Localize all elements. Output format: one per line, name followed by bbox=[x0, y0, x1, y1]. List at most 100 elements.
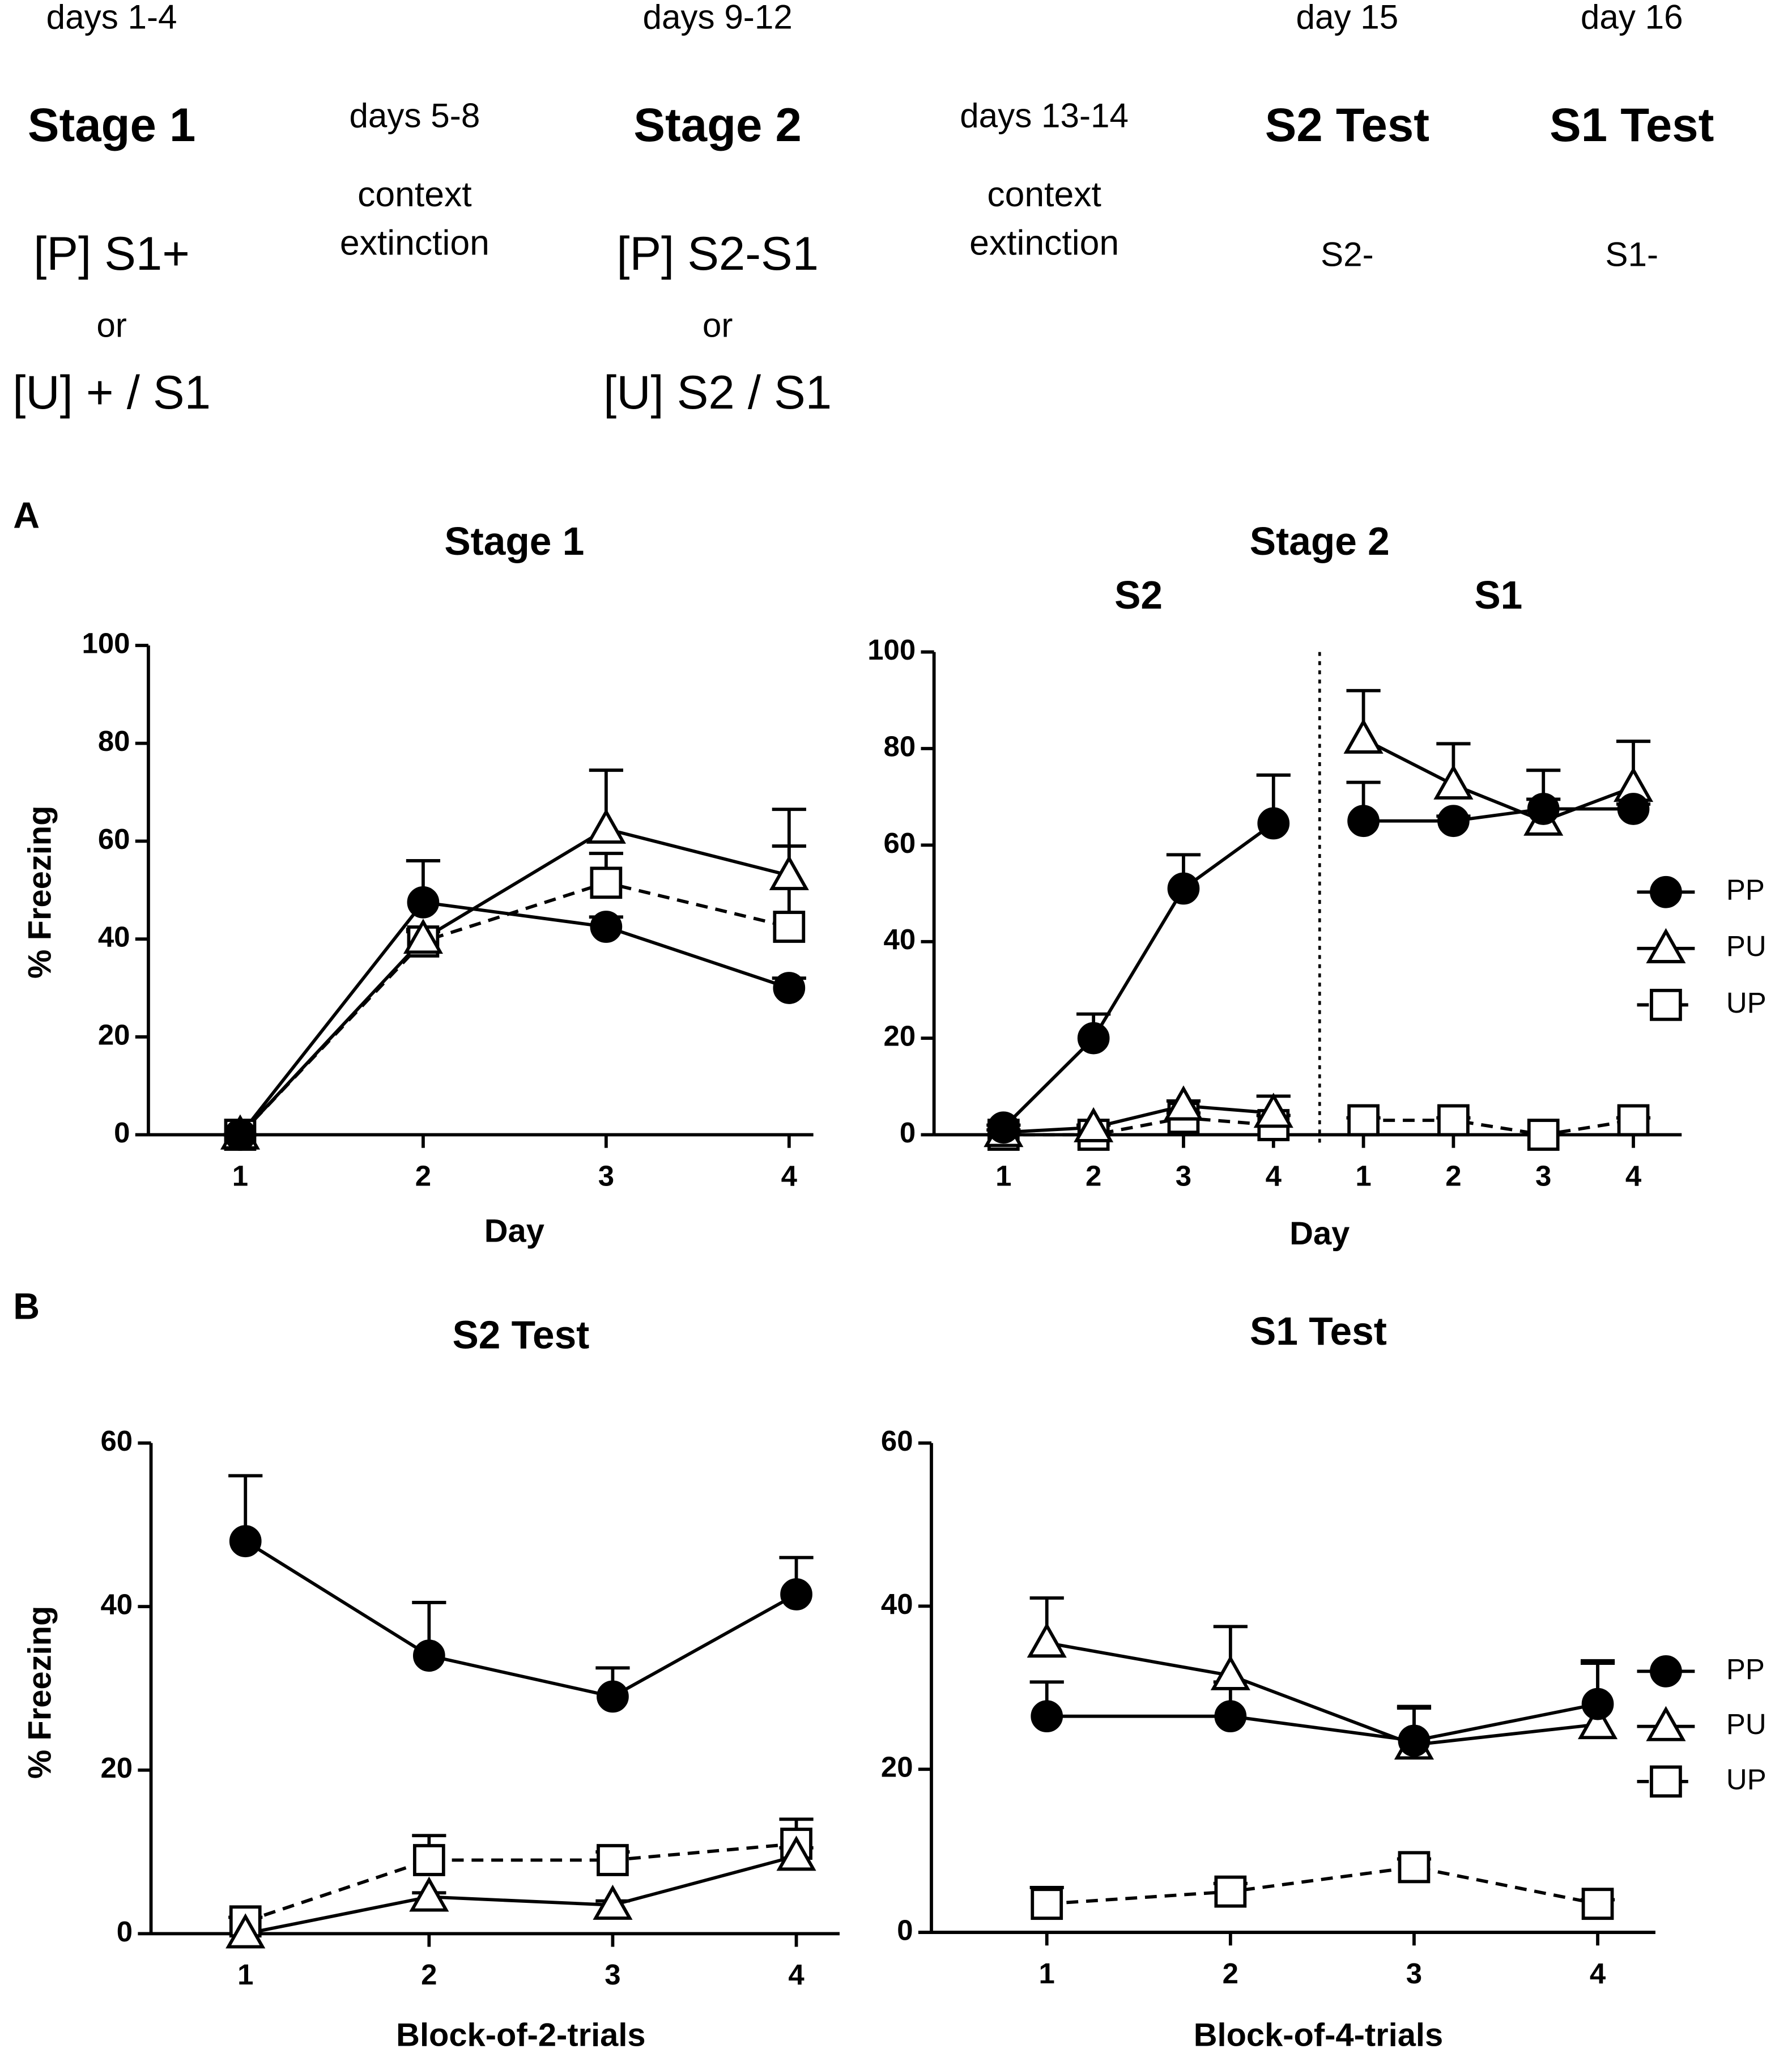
data-point bbox=[1581, 1688, 1614, 1720]
design-days: day 15 bbox=[1296, 0, 1399, 36]
data-point bbox=[1163, 1085, 1204, 1121]
design-line: [P] S2-S1 bbox=[616, 227, 819, 280]
y-tick-label: 20 bbox=[881, 1751, 913, 1783]
x-tick-label: 4 bbox=[1625, 1159, 1642, 1192]
design-line: or bbox=[96, 307, 127, 345]
data-point bbox=[403, 919, 443, 954]
x-tick-label: 3 bbox=[1406, 1957, 1422, 1990]
data-point bbox=[1398, 1724, 1431, 1757]
x-tick-label: 4 bbox=[1266, 1159, 1282, 1192]
y-tick-label: 60 bbox=[884, 827, 916, 859]
series-line bbox=[1363, 1119, 1634, 1137]
legend-marker bbox=[1650, 876, 1682, 908]
data-point bbox=[409, 1876, 449, 1912]
data-point bbox=[1617, 793, 1650, 825]
design-stage: S1 Test bbox=[1550, 99, 1714, 151]
x-tick-label: 1 bbox=[1039, 1957, 1055, 1990]
design-days: days 1-4 bbox=[46, 0, 177, 36]
design-line: [P] S1+ bbox=[33, 227, 190, 280]
legend-marker bbox=[1650, 1765, 1682, 1798]
data-point bbox=[407, 886, 440, 919]
data-point bbox=[229, 1525, 262, 1558]
chart-title: Stage 1 bbox=[444, 519, 584, 563]
chart-title: S1 Test bbox=[1250, 1309, 1387, 1353]
design-line: S1- bbox=[1605, 236, 1658, 274]
x-tick-label: 1 bbox=[237, 1958, 253, 1991]
series-line bbox=[239, 900, 790, 1136]
design-line: extinction bbox=[969, 223, 1119, 262]
series-line bbox=[1046, 1641, 1598, 1747]
design-days: days 13-14 bbox=[960, 96, 1129, 134]
data-point bbox=[1253, 1093, 1293, 1128]
series-line bbox=[245, 1842, 797, 1923]
data-point bbox=[593, 1884, 633, 1920]
x-tick-label: 2 bbox=[415, 1159, 431, 1192]
x-axis-label: Day bbox=[484, 1213, 544, 1249]
data-point bbox=[225, 1913, 266, 1949]
x-tick-label: 3 bbox=[1176, 1159, 1191, 1192]
data-point bbox=[1577, 1704, 1618, 1740]
data-point bbox=[1437, 805, 1470, 838]
x-axis-label: Block-of-2-trials bbox=[396, 2017, 645, 2054]
legend-label: UP bbox=[1726, 1763, 1767, 1795]
y-tick-label: 100 bbox=[82, 627, 130, 659]
design-line: [U] S2 / S1 bbox=[603, 366, 832, 419]
x-tick-label: 4 bbox=[1590, 1957, 1606, 1990]
design-days: days 5-8 bbox=[349, 96, 480, 134]
data-point bbox=[1581, 1888, 1614, 1920]
series-line bbox=[1002, 822, 1275, 1129]
data-point bbox=[1074, 1107, 1114, 1142]
design-line: extinction bbox=[340, 223, 489, 262]
data-point bbox=[1617, 1104, 1650, 1137]
data-point bbox=[597, 1680, 629, 1713]
design-line: context bbox=[357, 175, 472, 214]
x-tick-label: 3 bbox=[598, 1159, 614, 1192]
data-point bbox=[590, 911, 623, 943]
data-point bbox=[1031, 1700, 1063, 1733]
design-line: S2- bbox=[1321, 236, 1374, 274]
data-point bbox=[1347, 805, 1380, 838]
design-line: context bbox=[987, 175, 1101, 214]
data-point bbox=[1167, 872, 1200, 905]
x-tick-label: 2 bbox=[1223, 1957, 1238, 1990]
y-tick-label: 0 bbox=[114, 1116, 130, 1149]
y-tick-label: 40 bbox=[98, 921, 130, 953]
data-point bbox=[1527, 1119, 1560, 1151]
data-point bbox=[1214, 1700, 1247, 1733]
series-line bbox=[239, 827, 790, 1136]
data-point bbox=[1343, 718, 1384, 754]
legend-marker bbox=[1646, 928, 1686, 963]
y-tick-label: 0 bbox=[900, 1116, 916, 1149]
y-axis-label: % Freezing bbox=[22, 1606, 58, 1779]
data-point bbox=[590, 866, 623, 899]
legend-label: PP bbox=[1726, 1653, 1765, 1685]
y-tick-label: 100 bbox=[867, 634, 916, 666]
design-stage: Stage 2 bbox=[633, 99, 801, 151]
data-point bbox=[1027, 1622, 1067, 1658]
design-line: [U] + / S1 bbox=[12, 366, 211, 419]
design-line: or bbox=[703, 307, 733, 345]
data-point bbox=[1433, 764, 1474, 800]
y-tick-label: 0 bbox=[117, 1915, 133, 1948]
data-point bbox=[987, 1111, 1020, 1144]
y-tick-label: 40 bbox=[100, 1588, 133, 1621]
data-point bbox=[1214, 1875, 1247, 1908]
legend-label: PU bbox=[1726, 930, 1767, 962]
series-line bbox=[1003, 1104, 1274, 1134]
chart-title: S2 Test bbox=[452, 1313, 589, 1357]
y-axis-label: % Freezing bbox=[22, 806, 58, 979]
data-point bbox=[597, 1844, 629, 1876]
data-point bbox=[769, 855, 809, 890]
y-tick-label: 40 bbox=[884, 923, 916, 955]
series-line bbox=[245, 1854, 797, 1936]
y-tick-label: 60 bbox=[98, 823, 130, 855]
legend-marker bbox=[1646, 1706, 1686, 1741]
data-point bbox=[1437, 1104, 1470, 1137]
data-point bbox=[773, 911, 806, 943]
y-tick-label: 0 bbox=[897, 1914, 913, 1946]
y-tick-label: 20 bbox=[100, 1752, 133, 1784]
legend-label: PP bbox=[1726, 874, 1765, 906]
